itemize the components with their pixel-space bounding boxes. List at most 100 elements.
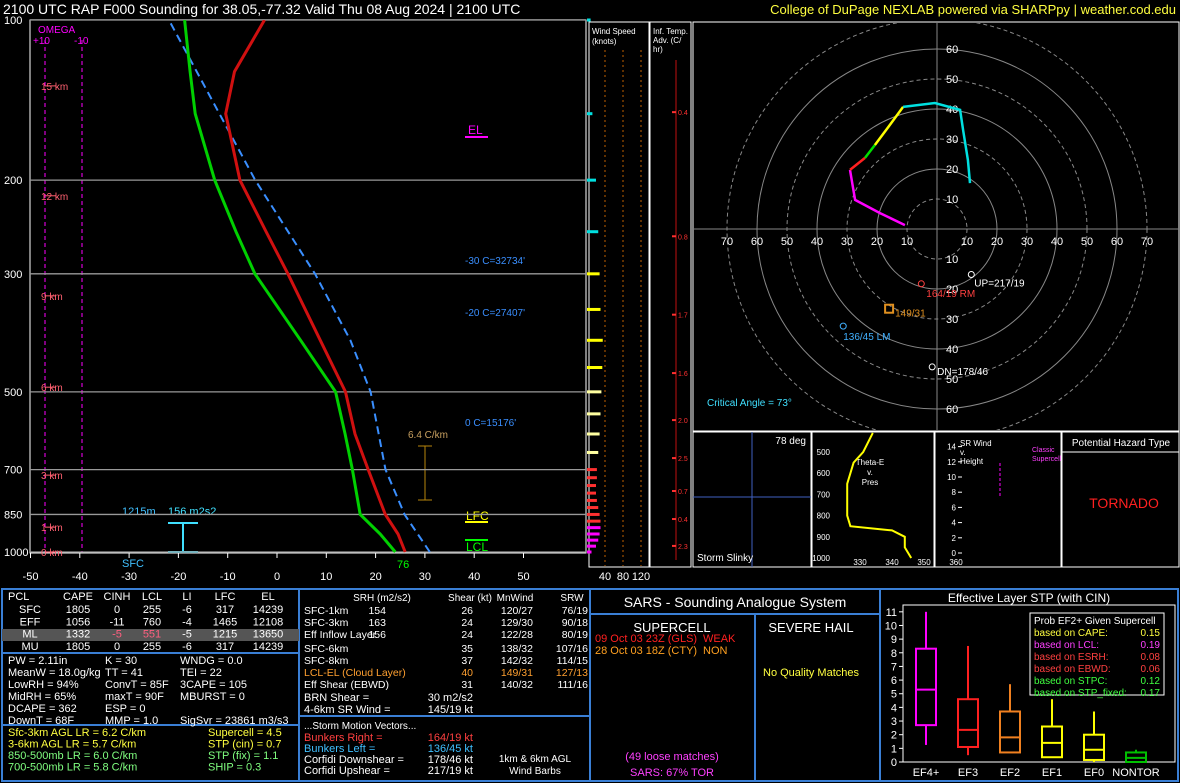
stp-box [999, 710, 1021, 754]
temperature-tick-label: 10 [320, 571, 332, 583]
theta-e-pressure-label: 900 [817, 533, 831, 542]
omega-label: OMEGA [38, 25, 76, 36]
wind-speed-tick-label: 120 [632, 571, 650, 583]
stp-category: EF3 [958, 767, 978, 779]
wind-speed-bar [587, 476, 597, 480]
storm-motion-label: 136/45 LM [843, 332, 890, 343]
temp-adv-value: 0.8 [678, 234, 688, 241]
wind-speed-bar [587, 519, 601, 523]
index-value: maxT = 90F [105, 691, 164, 703]
stp-tick-label: 10 [885, 620, 897, 632]
hodo-ring-label: 50 [946, 374, 958, 386]
wind-speed-bar [587, 272, 600, 276]
hodo-ring-label: 20 [871, 236, 883, 248]
wind-speed-bar [587, 450, 599, 454]
thermo-cell: EFF [20, 616, 41, 628]
kinematic-cell: 107/16 [556, 643, 588, 655]
temp-adv-label: hr) [653, 45, 663, 54]
hodo-ring-label: 50 [781, 236, 793, 248]
hodo-ring-label: 50 [1081, 236, 1093, 248]
thermo-cell: -11 [109, 616, 124, 628]
stp-tick-label: 4 [891, 702, 897, 714]
temperature-tick-label: -30 [121, 571, 137, 583]
storm-motion-marker [917, 280, 925, 288]
temperature-tick-label: 50 [517, 571, 529, 583]
sr-wind-label: v. [960, 448, 966, 457]
prob-value: 0.12 [1141, 676, 1161, 687]
kinematic-cell: 163 [368, 617, 386, 629]
motion-label: Corfidi Upshear = [304, 765, 390, 777]
stp-box [957, 698, 979, 748]
stp-category: EF0 [1084, 767, 1104, 779]
height-label: 9 km [41, 292, 63, 303]
temperature-tick-label: 20 [369, 571, 381, 583]
wind-speed-label: Wind Speed [592, 27, 636, 36]
hodo-ring-label: 30 [841, 236, 853, 248]
wetbulb-label: -20 C=27407' [465, 308, 525, 319]
kinematic-header: SRH (m2/s2) [353, 593, 411, 604]
thermo-cell: 14239 [253, 604, 284, 616]
thermo-cell: -5 [182, 629, 192, 641]
hodo-ring-label: 60 [946, 44, 958, 56]
stp-category: NONTOR [1112, 767, 1160, 779]
hodo-trace [902, 101, 972, 184]
thermo-cell: 1805 [66, 604, 90, 616]
kinematic-cell: 24 [461, 617, 473, 629]
lapse-rate: 700-500mb LR = 5.8 C/km [8, 762, 137, 774]
title: 2100 UTC RAP F000 Sounding for 38.05,-77… [3, 1, 520, 17]
thermo-cell: 1056 [66, 616, 90, 628]
lapse-rate: Supercell = 4.5 [208, 727, 282, 739]
sr-wind-tick-label: 8 [952, 488, 957, 497]
kinematic-cell: 90/18 [562, 617, 588, 629]
index-value: PW = 2.11in [8, 655, 67, 667]
sfc-label: SFC [122, 558, 144, 570]
kinematic-cell: 142/32 [501, 655, 533, 667]
motion-label: Bunkers Right = [304, 732, 383, 744]
kinematic-cell: 40 [461, 667, 473, 679]
wind-speed-label: (knots) [592, 37, 617, 46]
pressure-tick-label: 500 [4, 387, 22, 399]
thermo-cell: 13650 [253, 629, 284, 641]
barbs-label: Wind Barbs [509, 766, 561, 777]
stp-title: Effective Layer STP (with CIN) [948, 591, 1110, 605]
wind-speed-bar [587, 498, 597, 502]
sars-match-strength: NON [703, 645, 728, 657]
kinematic-cell: 37 [461, 655, 473, 667]
wind-speed-bar [587, 484, 596, 488]
thermo-cell: 551 [143, 629, 161, 641]
thermo-cell: -6 [182, 604, 192, 616]
index-value: ESP = 0 [105, 703, 145, 715]
theta-e-pressure-label: 700 [817, 490, 831, 499]
barbs-label: 1km & 6km AGL [499, 754, 572, 765]
hazard-title: Potential Hazard Type [1072, 438, 1171, 449]
wind-speed-tick-label: 80 [617, 571, 629, 583]
brn-value: 30 m2/s2 [428, 692, 473, 704]
sr-wind-tick-label: 6 [952, 503, 957, 512]
lapse-bracket [418, 445, 432, 501]
wind-speed-bar [587, 526, 601, 530]
index-value: TT = 41 [105, 667, 143, 679]
lcl-label: LCL [466, 540, 488, 554]
thermo-header: LFC [215, 591, 236, 603]
stp-category: EF1 [1042, 767, 1062, 779]
sr-wind-supercell: Supercell [1032, 456, 1062, 463]
hodo-trace [864, 144, 876, 159]
sr-wind-tick-label: 14 [947, 443, 956, 452]
theta-e-label: Pres [862, 478, 878, 487]
thermo-cell: -6 [182, 641, 192, 653]
sr-wind-tick-label: 10 [947, 473, 956, 482]
thermo-cell: 1332 [66, 629, 90, 641]
thermo-cell: SFC [19, 604, 41, 616]
thermo-header: LI [182, 591, 191, 603]
motion-value: 164/19 kt [428, 732, 473, 744]
lfc-height-label: 1215m [122, 506, 156, 518]
motion-label: Corfidi Downshear = [304, 754, 404, 766]
motion-title: ...Storm Motion Vectors... [304, 721, 416, 732]
lapse-rate: STP (cin) = 0.7 [208, 739, 281, 751]
pressure-tick-label: 850 [4, 509, 22, 521]
prob-value: 0.15 [1141, 628, 1161, 639]
prob-value: 0.17 [1141, 688, 1161, 699]
